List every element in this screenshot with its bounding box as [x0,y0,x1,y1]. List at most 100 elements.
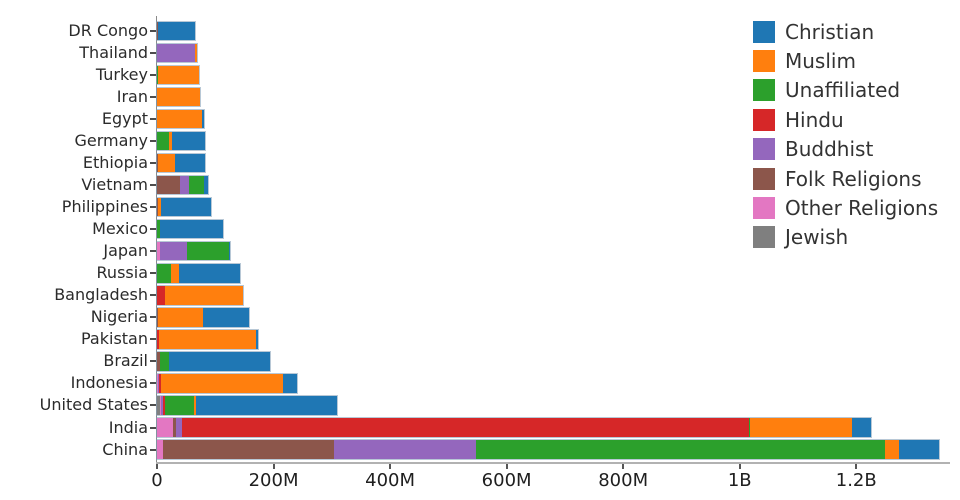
bar-row [155,64,201,86]
x-axis-spine [156,462,950,464]
bar-segment [187,241,230,261]
legend-swatch [753,50,775,73]
legend-swatch [753,138,775,161]
legend-item: Jewish [753,223,938,252]
y-axis-tick [150,426,156,429]
bar-segment [158,308,204,327]
x-axis-tick [505,464,508,469]
y-axis-label: Ethiopia [82,153,148,173]
bar-row [156,86,201,108]
x-axis-tick-label: 200M [248,470,299,491]
legend-label: Muslim [785,49,856,74]
y-axis-tick [150,162,156,165]
legend-label: Hindu [785,107,844,132]
bar-segment [160,219,223,239]
bar-segment [157,308,159,327]
legend-label: Other Religions [785,196,939,221]
bar-segment [160,241,188,261]
bar-segment [852,418,871,437]
bar-segment [165,285,244,305]
y-axis-label: Japan [103,241,148,261]
y-axis-label: Indonesia [70,373,148,393]
bar-segment [158,153,175,173]
x-axis-tick [156,464,158,469]
bar-row [156,262,241,284]
bar-segment [157,65,200,85]
bar-segment [178,263,240,283]
y-axis-tick [150,338,156,341]
x-axis-tick-label: 400M [365,470,416,491]
y-axis-tick [150,51,156,54]
x-axis-tick-label: 1B [727,470,752,491]
bar-segment [157,374,159,393]
bar-segment [157,87,200,107]
bar-row [156,373,298,394]
bar-segment [171,131,205,151]
bar-row [155,240,232,262]
bar-segment [283,374,297,393]
bar-row [155,351,272,372]
bar-segment [157,374,158,393]
y-axis-label: China [102,439,148,459]
bar-segment [201,109,205,129]
legend-label: Christian [785,19,875,44]
y-axis-tick [150,73,156,76]
x-axis-tick [272,464,275,469]
bar-segment [162,440,335,459]
bar-segment [157,21,158,41]
legend-swatch [753,167,775,190]
bar-segment [476,440,885,459]
bar-row [156,218,224,240]
bar-segment [174,153,206,173]
legend-item: Christian [753,17,938,46]
y-axis-tick [150,206,156,209]
y-axis-tick [150,382,156,385]
y-axis-tick [150,29,156,32]
y-axis-label: Germany [74,131,148,150]
y-axis-label: Pakistan [81,329,148,349]
bar-segment [161,374,284,393]
bar-segment [157,197,161,217]
bar-segment [157,131,169,151]
bar-segment [203,308,249,327]
x-axis-tick-label: 1.2B [835,470,877,491]
bar-segment [157,263,171,283]
bar-segment [157,197,158,217]
y-axis-tick [150,316,156,319]
y-axis-tick [150,117,156,120]
y-axis-tick [150,448,156,451]
bar-segment [158,374,162,393]
bar-segment [157,21,159,41]
bar-row [156,174,209,196]
y-axis-label: Thailand [79,42,148,62]
bar-segment [157,241,161,261]
bar-row [155,108,206,130]
y-axis-tick [150,184,156,187]
bar-segment [157,440,163,459]
bar-segment [157,43,195,63]
y-axis-label: Philippines [61,197,148,217]
bar-segment [195,396,338,415]
bar-segment [160,396,162,415]
legend-item: Hindu [753,105,938,134]
bar-segment [194,396,196,415]
legend-item: Other Religions [753,193,938,222]
bar-row [155,395,339,416]
bar-segment [161,396,164,415]
x-axis-tick-label: 600M [481,470,532,491]
bar-row [156,439,940,460]
y-axis-label: Vietnam [81,175,148,195]
y-axis-label: Nigeria [90,307,148,327]
x-axis-tick [622,464,625,469]
y-axis-spine [156,16,157,463]
bar-row [156,42,198,64]
bar-segment [749,418,853,437]
y-axis-label: Iran [116,86,148,106]
bar-segment [157,109,202,129]
x-axis-tick [855,464,858,469]
bar-segment [158,21,196,41]
bar-segment [157,418,174,437]
legend-item: Folk Religions [753,164,938,193]
bar-row [156,307,250,328]
bar-segment [157,219,161,239]
